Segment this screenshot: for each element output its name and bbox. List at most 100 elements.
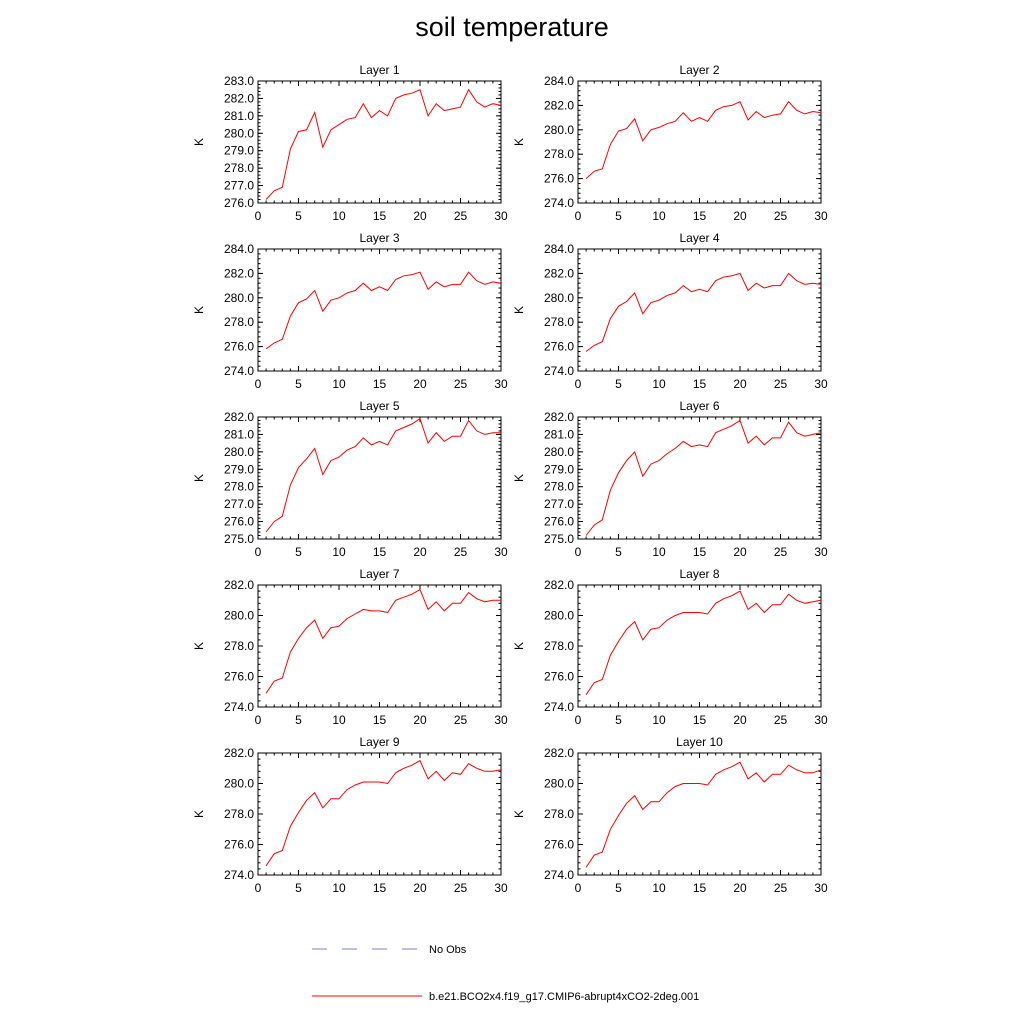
panel-title: Layer 5 bbox=[359, 399, 399, 413]
x-tick-label: 30 bbox=[494, 545, 508, 559]
x-tick-label: 0 bbox=[255, 209, 262, 223]
y-tick-label: 274.0 bbox=[224, 868, 254, 882]
series-line bbox=[585, 272, 822, 352]
x-tick-label: 20 bbox=[733, 713, 747, 727]
y-tick-label: 282.0 bbox=[544, 98, 574, 112]
y-tick-label: 282.0 bbox=[544, 578, 574, 592]
y-axis-label: K bbox=[192, 138, 206, 146]
y-tick-label: 275.0 bbox=[544, 532, 574, 546]
y-tick-label: 279.0 bbox=[544, 462, 574, 476]
x-tick-label: 15 bbox=[693, 713, 707, 727]
chart-panel: Layer 4 K 0 5 10 15 20 25 30 274.0 276.0 278.0 280.0… bbox=[512, 231, 828, 391]
panel-title: Layer 1 bbox=[359, 63, 399, 77]
y-tick-label: 280.0 bbox=[224, 445, 254, 459]
x-tick-label: 10 bbox=[652, 209, 666, 223]
y-tick-label: 276.0 bbox=[544, 838, 574, 852]
y-tick-label: 277.0 bbox=[544, 497, 574, 511]
panel-title: Layer 2 bbox=[679, 63, 719, 77]
y-tick-label: 284.0 bbox=[224, 242, 254, 256]
panel-title: Layer 10 bbox=[676, 735, 723, 749]
x-tick-label: 30 bbox=[814, 209, 828, 223]
x-tick-label: 0 bbox=[255, 545, 262, 559]
x-tick-label: 15 bbox=[373, 377, 387, 391]
y-tick-label: 278.0 bbox=[224, 161, 254, 175]
chart-panel: Layer 9 K 0 5 10 15 20 25 30 274.0 276.0 278.0 280.0… bbox=[192, 735, 508, 895]
x-tick-label: 25 bbox=[454, 377, 468, 391]
series-line bbox=[585, 590, 822, 696]
x-tick-label: 25 bbox=[774, 545, 788, 559]
legend-label: b.e21.BCO2x4.f19_g17.CMIP6-abrupt4xCO2-2… bbox=[429, 991, 699, 1003]
series-line bbox=[265, 759, 502, 867]
y-tick-label: 283.0 bbox=[224, 74, 254, 88]
x-tick-label: 0 bbox=[575, 545, 582, 559]
y-tick-label: 276.0 bbox=[544, 515, 574, 529]
y-tick-label: 282.0 bbox=[224, 578, 254, 592]
x-tick-label: 15 bbox=[373, 545, 387, 559]
panel-title: Layer 6 bbox=[679, 399, 719, 413]
legend-label: No Obs bbox=[429, 944, 467, 956]
series-line bbox=[585, 419, 822, 536]
x-tick-label: 25 bbox=[454, 209, 468, 223]
x-tick-label: 20 bbox=[733, 545, 747, 559]
y-axis-label: K bbox=[512, 642, 526, 650]
y-tick-label: 284.0 bbox=[544, 242, 574, 256]
y-tick-label: 278.0 bbox=[224, 639, 254, 653]
x-tick-label: 20 bbox=[733, 209, 747, 223]
y-tick-label: 276.0 bbox=[224, 196, 254, 210]
y-tick-label: 280.0 bbox=[544, 123, 574, 137]
x-tick-label: 30 bbox=[494, 209, 508, 223]
y-tick-label: 282.0 bbox=[544, 746, 574, 760]
y-tick-label: 278.0 bbox=[544, 315, 574, 329]
x-tick-label: 5 bbox=[295, 881, 302, 895]
y-tick-label: 279.0 bbox=[224, 462, 254, 476]
y-tick-label: 276.0 bbox=[224, 340, 254, 354]
plot-frame bbox=[577, 248, 822, 372]
x-tick-label: 10 bbox=[652, 545, 666, 559]
series-line bbox=[265, 271, 502, 350]
x-tick-label: 10 bbox=[652, 881, 666, 895]
y-tick-label: 280.0 bbox=[544, 609, 574, 623]
x-tick-label: 30 bbox=[814, 713, 828, 727]
y-tick-label: 280.0 bbox=[224, 126, 254, 140]
y-tick-label: 282.0 bbox=[544, 410, 574, 424]
x-tick-label: 10 bbox=[332, 545, 346, 559]
panel-title: Layer 3 bbox=[359, 231, 399, 245]
x-tick-label: 20 bbox=[733, 377, 747, 391]
chart-panel: Layer 2 K 0 5 10 15 20 25 30 274.0 276.0 278.0 280.0… bbox=[512, 63, 828, 223]
x-tick-label: 15 bbox=[373, 881, 387, 895]
chart-panel: Layer 7 K 0 5 10 15 20 25 30 274.0 276.0 278.0 280.0… bbox=[192, 567, 508, 727]
x-tick-label: 15 bbox=[693, 881, 707, 895]
y-tick-label: 278.0 bbox=[224, 807, 254, 821]
x-tick-label: 5 bbox=[615, 713, 622, 727]
y-tick-label: 282.0 bbox=[224, 746, 254, 760]
x-tick-label: 15 bbox=[373, 209, 387, 223]
x-tick-label: 5 bbox=[295, 545, 302, 559]
x-tick-label: 20 bbox=[413, 881, 427, 895]
chart-panel: Layer 1 K 0 5 10 15 20 25 30 276.0 277.0 278.0 279.0… bbox=[192, 63, 508, 223]
x-tick-label: 5 bbox=[615, 545, 622, 559]
y-axis-label: K bbox=[512, 306, 526, 314]
y-axis-label: K bbox=[192, 474, 206, 482]
x-tick-label: 25 bbox=[774, 881, 788, 895]
x-tick-label: 25 bbox=[454, 713, 468, 727]
x-tick-label: 20 bbox=[413, 713, 427, 727]
x-tick-label: 20 bbox=[413, 209, 427, 223]
plot-frame bbox=[257, 752, 502, 876]
y-tick-label: 274.0 bbox=[224, 364, 254, 378]
x-tick-label: 30 bbox=[494, 377, 508, 391]
x-tick-label: 10 bbox=[332, 209, 346, 223]
chart-panel: Layer 8 K 0 5 10 15 20 25 30 274.0 276.0 278.0 280.0… bbox=[512, 567, 828, 727]
y-tick-label: 276.0 bbox=[544, 670, 574, 684]
x-tick-label: 20 bbox=[733, 881, 747, 895]
series-line bbox=[265, 588, 501, 694]
x-tick-label: 30 bbox=[814, 881, 828, 895]
y-tick-label: 281.0 bbox=[544, 427, 574, 441]
x-tick-label: 25 bbox=[454, 881, 468, 895]
series-line bbox=[585, 761, 822, 868]
x-tick-label: 25 bbox=[774, 209, 788, 223]
y-axis-label: K bbox=[192, 642, 206, 650]
y-axis-label: K bbox=[192, 810, 206, 818]
x-tick-label: 0 bbox=[255, 377, 262, 391]
x-tick-label: 30 bbox=[814, 545, 828, 559]
x-tick-label: 15 bbox=[693, 545, 707, 559]
